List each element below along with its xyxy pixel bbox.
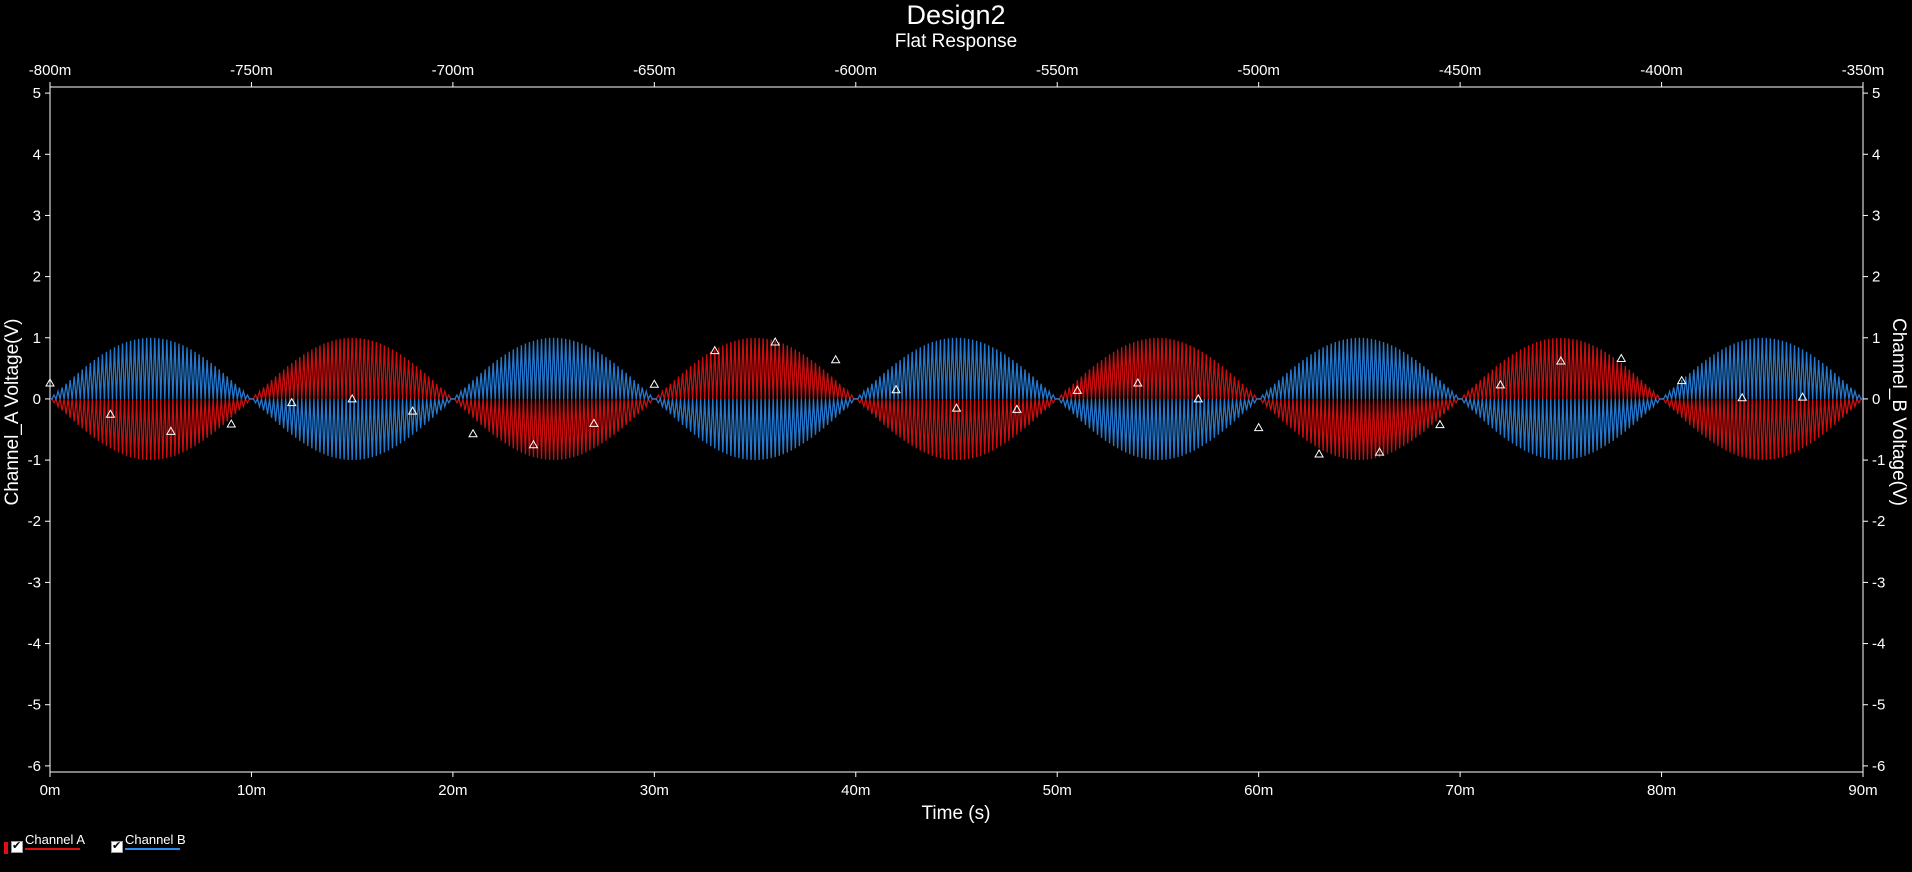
y-tick-label-right: -5 [1872, 697, 1885, 714]
data-marker [589, 418, 599, 427]
x2-tick-label: -700m [432, 62, 475, 79]
y-tick-label-right: -2 [1872, 513, 1885, 530]
y-tick-label-left: 2 [33, 269, 41, 286]
y-tick-label-left: 4 [33, 146, 41, 163]
data-marker [891, 384, 901, 394]
data-marker [649, 379, 660, 388]
data-marker [1555, 355, 1566, 365]
y-tick-label-right: -4 [1872, 636, 1885, 653]
y-tick-label-right: 1 [1872, 330, 1880, 347]
legend-line-channel-a [25, 848, 80, 850]
data-marker [1676, 375, 1687, 385]
x2-tick-label: -750m [230, 62, 273, 79]
x-tick-label: 20m [438, 782, 467, 799]
y-tick-label-left: -4 [28, 636, 41, 653]
x2-tick-label: -800m [29, 62, 72, 79]
data-marker [1132, 378, 1143, 387]
x2-tick-label: -400m [1640, 62, 1683, 79]
data-marker [1314, 448, 1324, 458]
data-marker [468, 428, 478, 438]
data-marker [770, 337, 781, 346]
chart-title: Design2 [906, 0, 1006, 30]
data-marker [1616, 353, 1627, 363]
y-tick-label-left: 5 [33, 85, 41, 102]
y-tick-label-right: 3 [1872, 207, 1880, 224]
x-axis-label: Time (s) [921, 803, 991, 824]
data-marker [226, 418, 237, 428]
y-tick-label-left: 3 [33, 207, 41, 224]
x-tick-label: 60m [1244, 782, 1273, 799]
legend-swatch [4, 842, 8, 854]
y-tick-label-left: -1 [28, 452, 41, 469]
data-marker [105, 409, 116, 418]
x2-tick-label: -650m [633, 62, 676, 79]
series-line-channel-b [50, 337, 1863, 461]
y-tick-label-right: 0 [1872, 391, 1880, 408]
y-tick-label-right: -3 [1872, 574, 1885, 591]
data-marker [528, 439, 539, 449]
series-layer [50, 337, 1863, 461]
data-marker [166, 426, 176, 435]
legend-line-channel-b [125, 848, 180, 850]
data-marker [1012, 404, 1022, 413]
data-marker [1495, 379, 1506, 389]
x-tick-label: 30m [640, 782, 669, 799]
y-tick-label-left: -3 [28, 574, 41, 591]
x2-tick-label: -600m [835, 62, 878, 79]
data-marker [1737, 392, 1747, 402]
data-marker [951, 403, 962, 412]
data-marker [1435, 419, 1445, 429]
legend-label-channel-b: Channel B [125, 832, 186, 847]
x2-tick-label: -450m [1439, 62, 1482, 79]
data-marker [1072, 385, 1083, 394]
data-marker [347, 393, 358, 403]
x-tick-label: 40m [841, 782, 870, 799]
data-marker [286, 397, 297, 407]
x-tick-label: 80m [1647, 782, 1676, 799]
data-marker [709, 345, 720, 355]
y-axis-label-right: Channel_B Voltage(V) [1888, 317, 1909, 507]
x-tick-label: 0m [40, 782, 61, 799]
y-axis-label-left: Channel_A Voltage(V) [2, 318, 23, 506]
y-tick-label-left: 0 [33, 391, 41, 408]
series-line-channel-a [50, 337, 1863, 461]
x2-tick-label: -500m [1237, 62, 1280, 79]
x2-tick-label: -550m [1036, 62, 1079, 79]
y-tick-label-left: 1 [33, 330, 41, 347]
channel-b-checkbox[interactable] [111, 839, 123, 853]
y-tick-label-left: -2 [28, 513, 41, 530]
y-tick-label-right: -1 [1872, 452, 1885, 469]
x-tick-label: 70m [1446, 782, 1475, 799]
y-tick-label-right: 2 [1872, 269, 1880, 286]
x-tick-label: 10m [237, 782, 266, 799]
data-marker [1797, 392, 1808, 401]
data-marker [45, 378, 55, 387]
data-marker [1193, 393, 1204, 403]
y-tick-label-right: 5 [1872, 85, 1880, 102]
chart-subtitle: Flat Response [894, 31, 1018, 52]
x2-tick-label: -350m [1842, 62, 1885, 79]
data-marker [1253, 422, 1264, 432]
y-tick-label-right: -6 [1872, 758, 1885, 775]
x-tick-label: 50m [1043, 782, 1072, 799]
data-marker [1374, 447, 1385, 456]
y-tick-label-right: 4 [1872, 146, 1880, 163]
y-tick-label-left: -6 [28, 758, 41, 775]
y-tick-label-left: -5 [28, 697, 41, 714]
x-tick-label: 90m [1848, 782, 1877, 799]
channel-a-checkbox[interactable] [11, 839, 23, 853]
data-marker [830, 354, 841, 364]
plot-area [49, 86, 1864, 773]
axis-layer: 0m 10m 20m 30m 40m 50m 60m 70m 80m 90m -800m -750m -… [28, 62, 1886, 799]
marker-layer [45, 337, 1808, 458]
legend-label-channel-a: Channel A [25, 832, 85, 847]
data-marker [407, 406, 418, 415]
